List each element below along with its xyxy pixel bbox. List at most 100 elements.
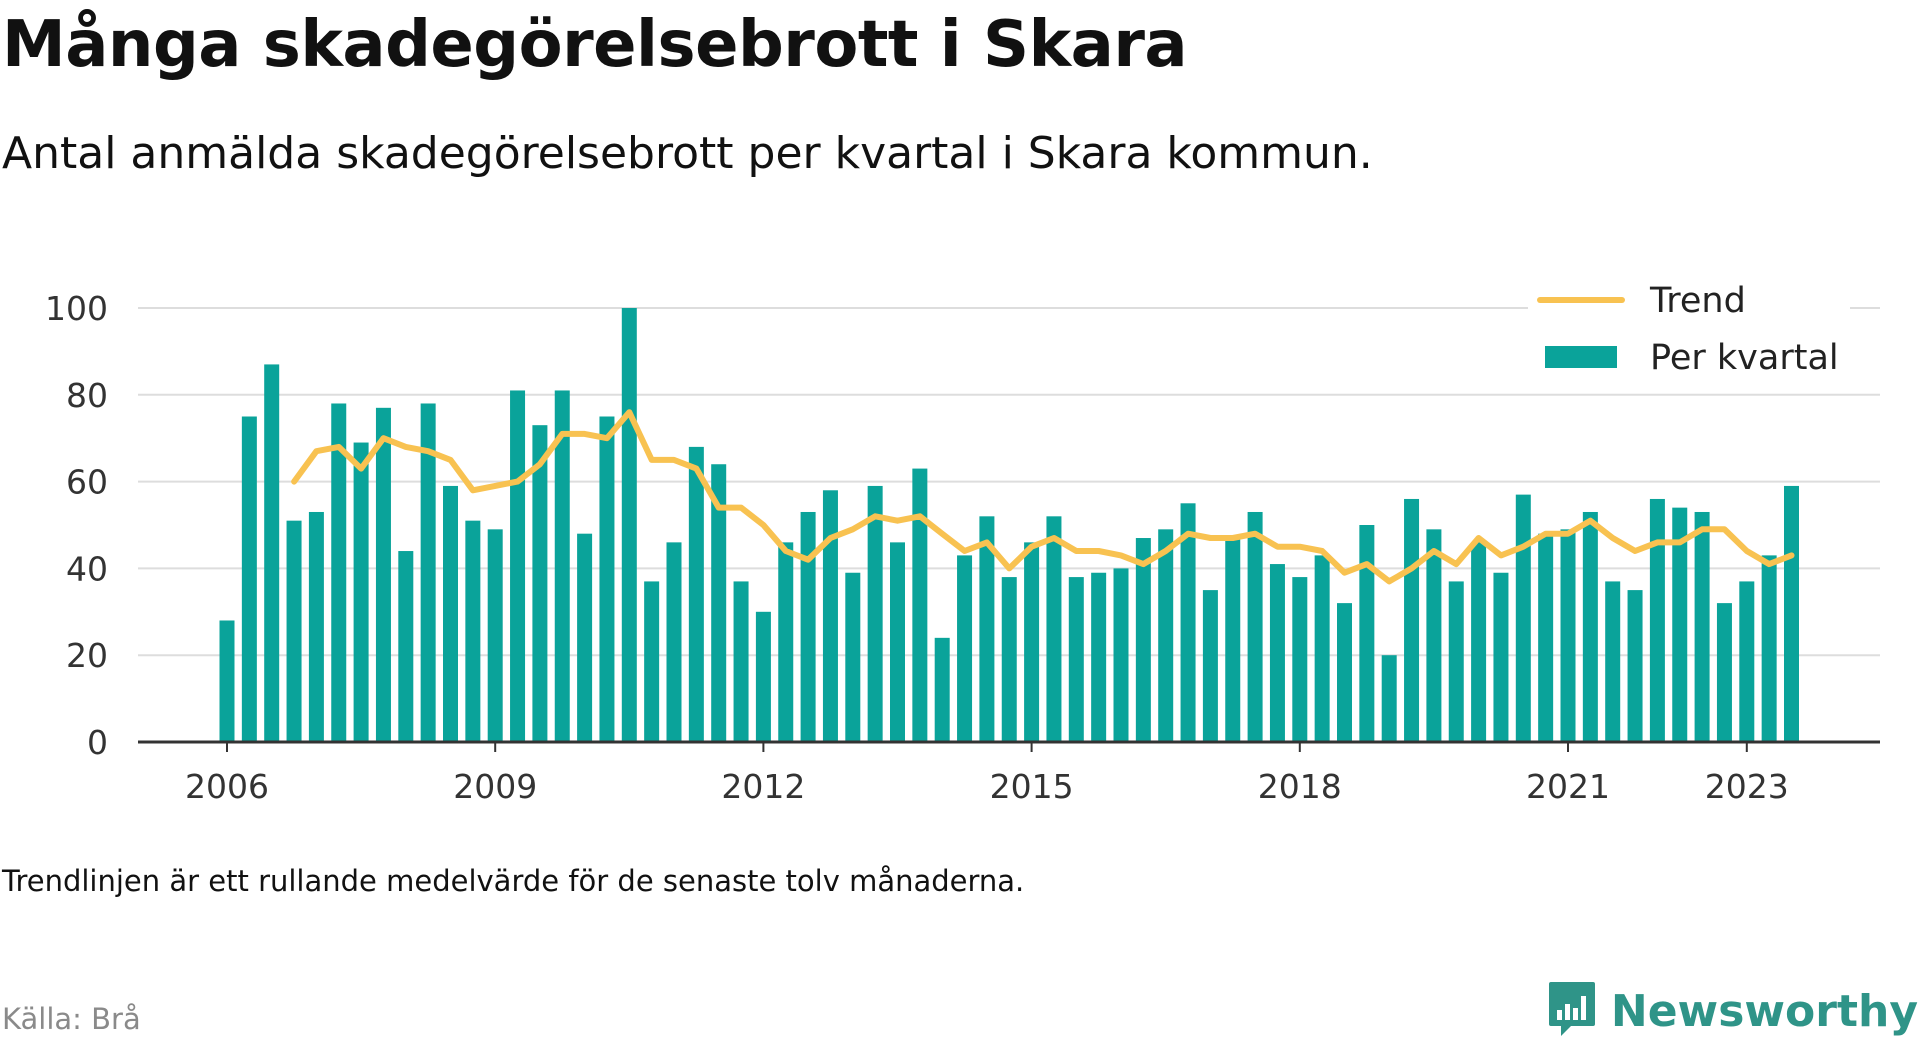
chart-svg: 0 20 40 60 80 100 2006 2009 2012 2015 2018 2021 2023…: [45, 272, 1880, 806]
bar: [1247, 511, 1263, 742]
bar: [688, 446, 704, 742]
bar: [644, 581, 660, 742]
x-tick-label: 2009: [453, 767, 537, 806]
bar: [1046, 516, 1062, 742]
bar: [1314, 555, 1330, 742]
bar: [1448, 581, 1464, 742]
footnote: Trendlinjen är ett rullande medelvärde f…: [2, 864, 1025, 898]
bar: [375, 407, 391, 742]
y-tick-label: 60: [66, 463, 108, 502]
chart-title: Många skadegörelsebrott i Skara: [2, 8, 1188, 82]
bar: [1582, 511, 1598, 742]
bar: [1001, 577, 1017, 742]
bar: [599, 416, 615, 742]
y-tick-label: 100: [45, 289, 108, 328]
bar: [1359, 525, 1375, 742]
bar: [979, 516, 995, 742]
bar: [934, 637, 950, 742]
bar: [1337, 603, 1352, 742]
legend-background: [1528, 272, 1850, 392]
bar: [264, 364, 280, 742]
y-tick-label: 40: [66, 549, 108, 588]
bar: [957, 555, 973, 742]
brand-name: Newsworthy: [1610, 985, 1918, 1037]
bar: [353, 442, 369, 742]
bar: [1627, 590, 1643, 742]
brand[interactable]: Newsworthy: [1547, 982, 1918, 1040]
bar: [420, 403, 436, 742]
bar: [800, 511, 816, 742]
bar: [1739, 581, 1755, 742]
bar: [577, 533, 593, 742]
bar: [1135, 538, 1151, 742]
bar: [1158, 529, 1174, 742]
bar: [1761, 555, 1777, 742]
bar: [1292, 577, 1308, 742]
bar: [1404, 498, 1420, 742]
bar: [510, 390, 526, 742]
bar: [465, 520, 481, 742]
source-credit: Källa: Brå: [2, 1002, 141, 1036]
bar-layer: [219, 308, 1799, 742]
bar: [1381, 655, 1397, 742]
bar: [621, 308, 637, 742]
bar: [219, 620, 235, 742]
x-tick-label: 2012: [721, 767, 805, 806]
y-tick-label: 80: [66, 376, 108, 415]
x-tick-label: 2021: [1526, 767, 1610, 806]
bar: [1538, 533, 1554, 742]
x-tick-label: 2006: [185, 767, 269, 806]
bar: [755, 611, 771, 742]
bar: [845, 572, 861, 742]
bar: [1716, 603, 1732, 742]
bar: [1180, 503, 1196, 742]
axis-layer: 0 20 40 60 80 100 2006 2009 2012 2015 2018 2021 2023: [45, 289, 1880, 806]
legend-bar-swatch: [1545, 346, 1617, 368]
bar: [1269, 564, 1285, 742]
bar: [867, 485, 883, 742]
bar: [1068, 577, 1084, 742]
bar: [1426, 529, 1442, 742]
bar: [1649, 498, 1665, 742]
bar: [1091, 572, 1107, 742]
bar: [890, 542, 905, 742]
bar: [711, 464, 727, 742]
bar: [1493, 572, 1509, 742]
bar: [398, 551, 414, 742]
bar: [554, 390, 570, 742]
bar: [822, 490, 838, 742]
bar: [1694, 511, 1710, 742]
bar: [1560, 529, 1576, 742]
bar: [487, 529, 503, 742]
bar: [912, 468, 928, 742]
newsworthy-logo-icon: [1547, 980, 1597, 1042]
chart-subtitle: Antal anmälda skadegörelsebrott per kvar…: [2, 128, 1373, 179]
trend-line-layer: [291, 409, 1795, 585]
bar: [1605, 581, 1621, 742]
bar: [241, 416, 257, 742]
bar: [443, 485, 458, 742]
bar: [1672, 507, 1688, 742]
bar: [1471, 542, 1487, 742]
bar: [1515, 494, 1531, 742]
bar: [778, 542, 794, 742]
y-tick-label: 20: [66, 636, 108, 675]
y-tick-label: 0: [87, 723, 108, 762]
trend-line: [291, 409, 1795, 585]
x-tick-label: 2023: [1705, 767, 1789, 806]
bar: [1225, 538, 1241, 742]
bar: [666, 542, 682, 742]
bar: [286, 520, 302, 742]
bar: [331, 403, 347, 742]
x-tick-label: 2015: [990, 767, 1074, 806]
bar: [1024, 542, 1040, 742]
bar: [733, 581, 749, 742]
bar: [1784, 485, 1799, 742]
legend: Trend Per kvartal: [1528, 272, 1850, 392]
legend-trend-label: Trend: [1649, 281, 1746, 321]
bar: [532, 425, 548, 742]
x-tick-label: 2018: [1258, 767, 1342, 806]
legend-bar-label: Per kvartal: [1650, 338, 1839, 378]
bar: [1202, 590, 1218, 742]
bar: [308, 511, 324, 742]
